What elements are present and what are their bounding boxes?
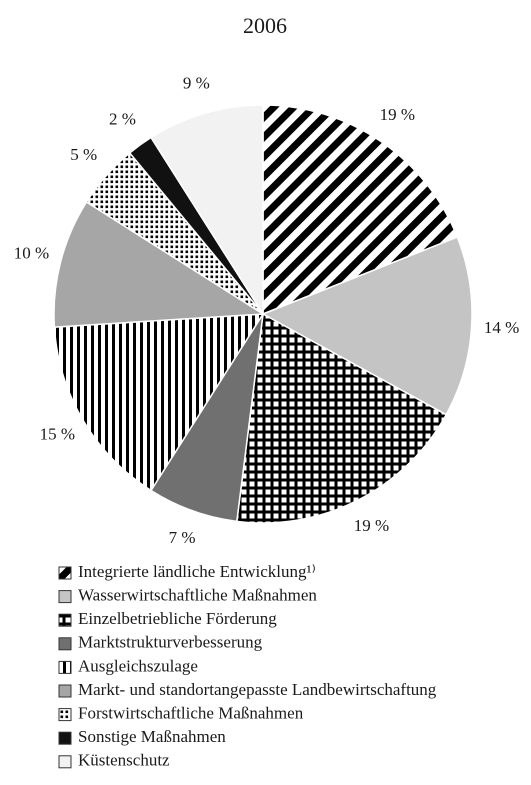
legend-label: Einzelbetriebliche Förderung [78,609,277,628]
legend-swatch [58,708,72,722]
value-label: 15 % [40,425,75,444]
legend-label: Küstenschutz [78,751,170,770]
legend-swatch [58,684,72,698]
value-label: 19 % [354,516,389,535]
pie-slice [235,312,448,524]
legend-label: Wasserwirtschaftliche Maßnahmen [78,586,317,605]
legend-swatch [58,613,72,627]
legend-label: Integrierte ländliche Entwicklung¹⁾ [78,562,316,581]
pie-slice [262,104,459,316]
legend-swatch [58,566,72,580]
value-label: 9 % [183,73,210,92]
value-label: 7 % [169,528,196,547]
value-label: 14 % [484,318,519,337]
value-label: 5 % [70,145,97,164]
chart-title: 2006 [243,13,287,38]
legend-label: Forstwirtschaftliche Maßnahmen [78,704,304,723]
legend-swatch [58,731,72,745]
legend-swatch [58,590,72,604]
pie-slice [53,313,265,492]
legend-label: Markt- und standortangepasste Landbewirt… [78,680,437,699]
legend-swatch [58,637,72,651]
legend-swatch [58,660,72,674]
pie-slice [261,236,473,416]
legend-label: Marktstrukturverbesserung [78,633,263,652]
legend-swatch [58,755,72,769]
pie-slice [149,104,264,317]
legend-label: Ausgleichszulage [78,656,198,675]
value-label: 19 % [380,105,415,124]
legend-label: Sonstige Maßnahmen [78,727,226,746]
value-label: 2 % [109,110,136,129]
pie-slice [53,200,266,328]
value-label: 10 % [14,243,49,262]
